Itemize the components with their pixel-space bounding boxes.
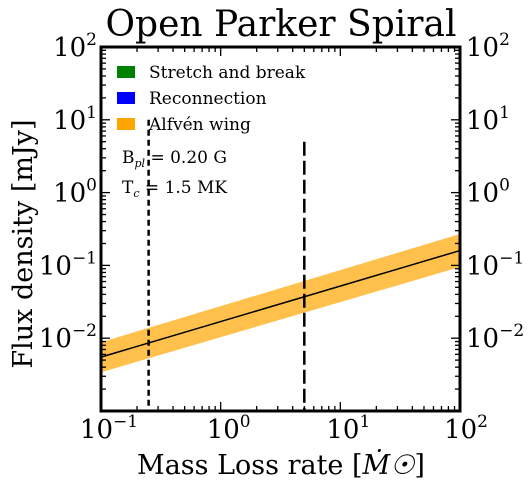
legend-label: Reconnection bbox=[149, 89, 267, 109]
y-tick-label-right-exponent: −1 bbox=[499, 248, 524, 268]
y-tick-label-right-exponent: −2 bbox=[499, 321, 524, 341]
y-tick-label-right-exponent: 0 bbox=[499, 176, 510, 196]
y-tick-label-left-base: 10 bbox=[53, 179, 86, 209]
x-axis-label-open-bracket: [ bbox=[352, 450, 363, 481]
y-tick-label-left-exponent: −2 bbox=[72, 321, 97, 341]
annotation-bpl-sub: pl bbox=[135, 157, 146, 170]
annotation-tc-sub: c bbox=[133, 187, 139, 200]
y-tick-label-right: 10−1 bbox=[466, 248, 524, 281]
legend: Stretch and break Reconnection Alfvén wing bbox=[117, 63, 306, 135]
y-tick-label-right-exponent: 1 bbox=[499, 103, 510, 123]
y-tick-label-left-exponent: 1 bbox=[86, 103, 97, 123]
x-axis-label-text: Mass Loss rate bbox=[137, 450, 343, 481]
x-tick-label-exponent: −1 bbox=[113, 412, 138, 432]
x-tick-label: 100 bbox=[207, 412, 251, 445]
y-tick-label-right-base: 10 bbox=[466, 179, 499, 209]
y-tick-label-left: 101 bbox=[53, 103, 97, 136]
legend-swatch bbox=[117, 66, 135, 78]
x-tick-label: 10−1 bbox=[80, 412, 138, 445]
y-tick-label-left-exponent: 0 bbox=[86, 176, 97, 196]
x-tick-label-base: 10 bbox=[207, 415, 240, 445]
y-tick-label-right: 102 bbox=[466, 30, 510, 63]
y-axis-label: Flux density [mJy] bbox=[8, 119, 39, 368]
y-tick-label-right: 100 bbox=[466, 176, 510, 209]
x-tick-label: 102 bbox=[444, 412, 488, 445]
y-tick-label-right-base: 10 bbox=[466, 251, 499, 281]
x-tick-label-base: 10 bbox=[326, 415, 359, 445]
y-tick-label-right-base: 10 bbox=[466, 106, 499, 136]
y-tick-label-left: 10−2 bbox=[39, 321, 97, 354]
y-tick-label-left-base: 10 bbox=[39, 324, 72, 354]
line-layer bbox=[100, 249, 461, 358]
y-tick-label-left-exponent: 2 bbox=[86, 30, 97, 50]
x-tick-label-base: 10 bbox=[444, 415, 477, 445]
y-tick-label-left-base: 10 bbox=[53, 33, 86, 63]
annotation-tc-value: = 1.5 MK bbox=[140, 178, 228, 198]
legend-swatch bbox=[117, 92, 135, 104]
x-axis-label-space bbox=[343, 450, 352, 481]
x-axis-label-unit: Ṁ☉ bbox=[362, 448, 417, 481]
chart-title: Open Parker Spiral bbox=[106, 4, 457, 45]
plot-frame bbox=[99, 45, 462, 413]
y-tick-label-right: 10−2 bbox=[466, 321, 524, 354]
x-tick-label-exponent: 2 bbox=[477, 412, 488, 432]
y-tick-label-left: 100 bbox=[53, 176, 97, 209]
annotation-bpl: Bpl = 0.20 G bbox=[122, 148, 227, 170]
y-tick-label-left-base: 10 bbox=[39, 251, 72, 281]
flux-line bbox=[100, 249, 461, 358]
legend-label: Alfvén wing bbox=[148, 115, 251, 135]
x-axis-label-close-bracket: ] bbox=[414, 450, 425, 481]
y-tick-label-right-base: 10 bbox=[466, 33, 499, 63]
legend-swatch bbox=[117, 118, 135, 130]
vline-layer bbox=[147, 119, 306, 411]
y-tick-label-right-exponent: 2 bbox=[499, 30, 510, 50]
annotations: Bpl = 0.20 G Tc = 1.5 MK bbox=[122, 148, 227, 200]
y-tick-label-left: 10−1 bbox=[39, 248, 97, 281]
x-tick-label-exponent: 1 bbox=[359, 412, 370, 432]
annotation-bpl-prefix: B bbox=[122, 148, 135, 168]
y-tick-label-left: 102 bbox=[53, 30, 97, 63]
y-tick-label-left-exponent: −1 bbox=[72, 248, 97, 268]
annotation-tc: Tc = 1.5 MK bbox=[122, 178, 227, 200]
x-tick-label-exponent: 0 bbox=[240, 412, 251, 432]
legend-label: Stretch and break bbox=[149, 63, 306, 83]
x-tick-label-base: 10 bbox=[80, 415, 113, 445]
annotation-bpl-value: = 0.20 G bbox=[145, 148, 227, 168]
y-tick-label-left-base: 10 bbox=[53, 106, 86, 136]
x-tick-label: 101 bbox=[326, 412, 370, 445]
x-axis-label: Mass Loss rate [Ṁ☉] bbox=[137, 448, 425, 481]
annotation-tc-prefix: T bbox=[122, 178, 134, 198]
y-tick-label-right: 101 bbox=[466, 103, 510, 136]
tick-layer bbox=[100, 46, 461, 411]
y-tick-label-right-base: 10 bbox=[466, 324, 499, 354]
